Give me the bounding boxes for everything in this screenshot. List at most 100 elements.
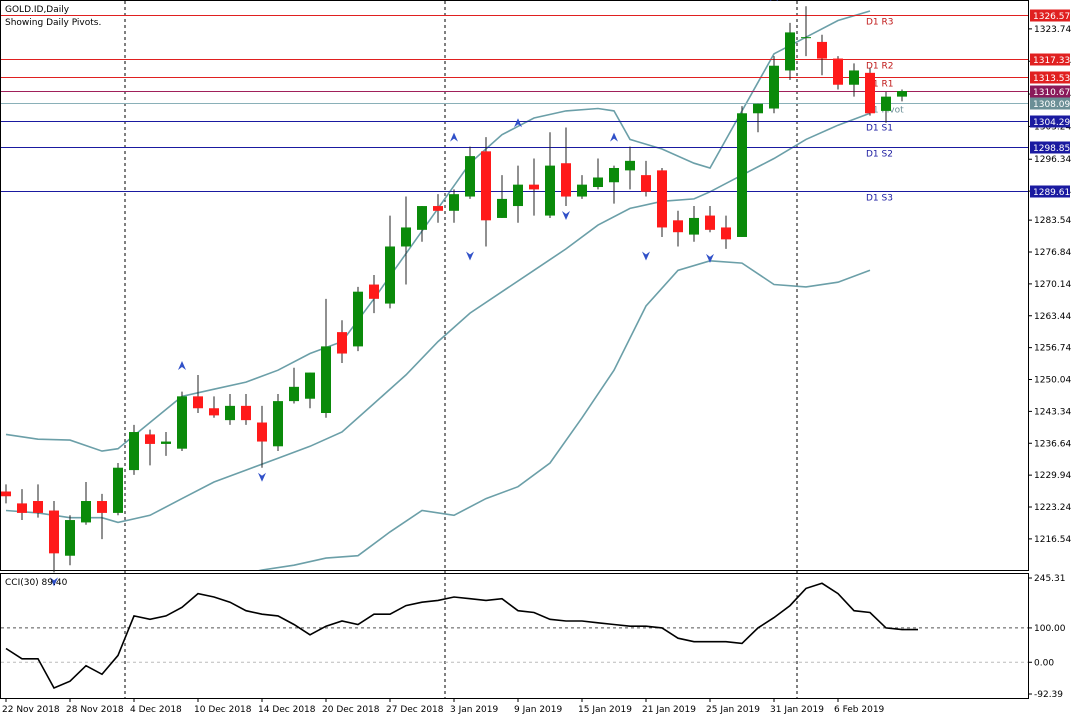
price-tick-label: 1236.64	[1034, 439, 1071, 449]
bear-candle-body	[33, 501, 43, 513]
bull-candle-body	[753, 103, 763, 114]
bull-candle-body	[65, 520, 75, 556]
price-tick-label: 1216.54	[1034, 535, 1071, 545]
date-axis: 22 Nov 2018 28 Nov 2018 4 Dec 2018 10 Dec 2…	[2, 698, 885, 715]
pivot-price-tag-text: 1313.53	[1033, 74, 1070, 84]
bull-candle-body	[593, 177, 603, 188]
bull-candle-body	[401, 227, 411, 247]
bull-candle-body	[737, 113, 747, 237]
pivot-name-label: D1 S1	[866, 124, 893, 134]
pivot-price-tag-text: 1298.85	[1033, 144, 1070, 154]
bull-candle-body	[177, 396, 187, 449]
date-tick-label: 27 Dec 2018	[386, 705, 444, 715]
date-tick-label: 9 Jan 2019	[514, 705, 562, 715]
cci-tick-label: 245.31	[1034, 574, 1066, 584]
price-tick-label: 1256.74	[1034, 344, 1071, 354]
date-tick-label: 6 Feb 2019	[834, 705, 885, 715]
bull-candle-body	[113, 467, 123, 513]
pivot-price-tag-text: 1308.09	[1033, 100, 1070, 110]
bear-candle-body	[193, 396, 203, 409]
fractal-up-arrow	[450, 132, 458, 142]
pivot-price-tag	[1030, 115, 1070, 128]
price-tick-label: 1283.54	[1034, 216, 1071, 226]
date-tick-label: 4 Dec 2018	[130, 705, 182, 715]
fractal-down-arrow	[706, 253, 714, 263]
bear-candle-body	[673, 220, 683, 233]
fractal-down-arrow	[258, 472, 266, 482]
bear-candle-body	[657, 170, 667, 228]
bull-candle-body	[625, 160, 635, 171]
pivot-price-tag-text: 1317.33	[1033, 56, 1070, 66]
bull-candle-body	[545, 165, 555, 216]
fractal-up-arrow	[770, 0, 778, 2]
pivot-price-tag	[1030, 97, 1070, 110]
pivot-price-tag-text: 1304.29	[1033, 118, 1070, 128]
bear-candle-body	[833, 58, 843, 85]
date-tick-label: 31 Jan 2019	[770, 705, 824, 715]
bull-candle-body	[689, 217, 699, 235]
bear-candle-body	[705, 215, 715, 230]
bear-candle-body	[337, 332, 347, 354]
fractal-up-arrow	[178, 360, 186, 370]
date-tick-label: 22 Nov 2018	[2, 705, 60, 715]
date-tick-label: 10 Dec 2018	[194, 705, 252, 715]
pivot-name-label: D1 R2	[866, 62, 894, 72]
chart-subtitle: Showing Daily Pivots.	[5, 18, 101, 28]
bull-candle-body	[449, 194, 459, 211]
date-tick-label: 14 Dec 2018	[258, 705, 316, 715]
pivot-name-label: D1 S2	[866, 150, 893, 160]
bear-candle-body	[241, 405, 251, 421]
cci-indicator: CCI(30) 89.40 245.31 100.00 0.00 -92.39	[1, 574, 1066, 700]
pivot-price-tag	[1030, 53, 1070, 66]
bull-candle-body	[881, 96, 891, 111]
bear-candle-body	[433, 206, 443, 211]
cci-panel-frame	[0, 573, 1029, 699]
bull-candle-body	[497, 198, 507, 218]
bull-candle-body	[417, 206, 427, 230]
chart-symbol-title: GOLD.ID,Daily	[5, 5, 70, 15]
date-tick-label: 15 Jan 2019	[578, 705, 632, 715]
bollinger-upper-line	[5, 10, 871, 452]
pivot-name-label: D1 R1	[866, 80, 894, 90]
bear-candle-body	[145, 434, 155, 444]
pivot-price-tag	[1030, 9, 1070, 22]
bull-candle-body	[273, 401, 283, 447]
cci-title: CCI(30) 89.40	[5, 578, 68, 588]
bull-candle-body	[81, 501, 91, 523]
bollinger-middle-line	[5, 112, 871, 524]
bear-candle-body	[641, 175, 651, 192]
fractal-markers	[50, 0, 778, 587]
bull-candle-body	[385, 246, 395, 304]
cci-tick-label: -92.39	[1034, 690, 1063, 700]
fractal-down-arrow	[642, 251, 650, 261]
bull-candle-body	[161, 441, 171, 444]
bear-candle-body	[481, 151, 491, 221]
bear-candle-body	[1, 491, 11, 497]
bull-candle-body	[785, 32, 795, 71]
bollinger-bands	[5, 10, 871, 570]
fractal-up-arrow	[610, 132, 618, 142]
cci-tick-label: 0.00	[1034, 658, 1054, 668]
bear-candle-body	[369, 284, 379, 299]
bear-candle-body	[17, 503, 27, 513]
candlesticks	[1, 6, 907, 573]
date-tick-label: 3 Jan 2019	[450, 705, 498, 715]
bull-candle-body	[769, 65, 779, 109]
price-tick-label: 1250.04	[1034, 376, 1071, 386]
bear-candle-body	[817, 41, 827, 59]
pivot-price-tag	[1030, 85, 1070, 98]
bear-candle-body	[209, 408, 219, 416]
bear-candle-body	[721, 227, 731, 240]
price-tick-label: 1263.44	[1034, 312, 1071, 322]
period-separators	[124, 1, 798, 698]
bull-candle-body	[465, 156, 475, 197]
pivot-price-tag	[1030, 185, 1070, 198]
date-tick-label: 20 Dec 2018	[322, 705, 380, 715]
bull-candle-body	[849, 70, 859, 85]
price-tick-label: 1276.84	[1034, 248, 1071, 258]
cci-line	[5, 582, 918, 690]
price-tick-label: 1223.24	[1034, 503, 1071, 513]
bear-candle-body	[97, 501, 107, 513]
bull-candle-body	[321, 346, 331, 414]
